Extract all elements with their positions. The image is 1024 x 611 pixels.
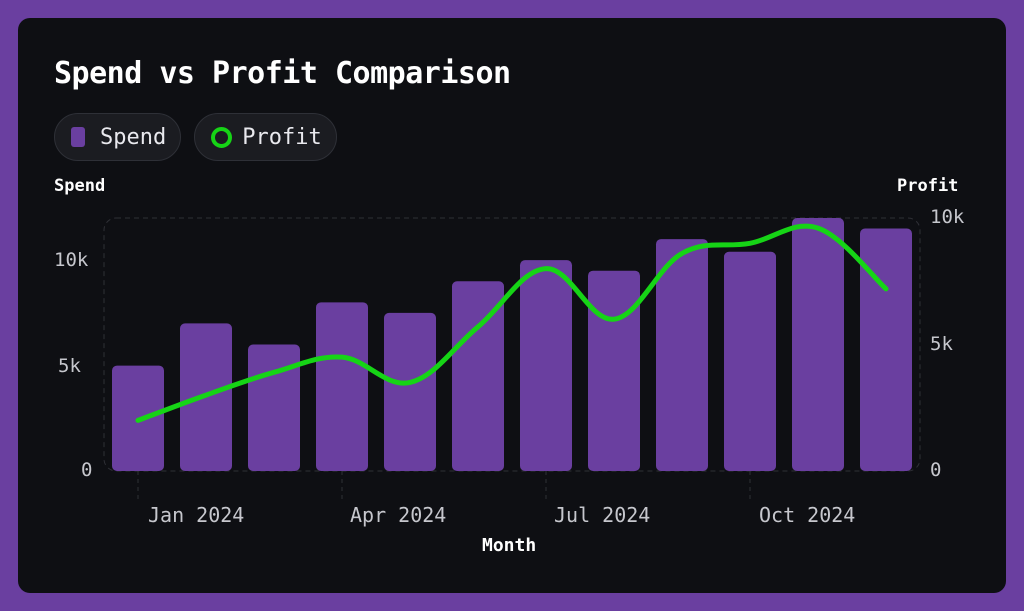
spend-bar[interactable] <box>520 260 572 471</box>
left-tick-0: 0 <box>81 459 93 481</box>
x-tick-jan: Jan 2024 <box>148 503 245 527</box>
spend-bar[interactable] <box>452 281 504 471</box>
spend-swatch-icon <box>71 127 85 147</box>
spend-bar[interactable] <box>248 344 300 472</box>
spend-bars <box>112 218 912 471</box>
spend-bar[interactable] <box>724 251 776 471</box>
x-tick-oct: Oct 2024 <box>759 503 856 527</box>
legend-item-profit[interactable]: Profit <box>194 113 337 161</box>
left-tick-10k: 10k <box>54 249 89 271</box>
x-tick-marks <box>137 471 751 499</box>
left-axis-title: Spend <box>54 176 106 196</box>
x-tick-apr: Apr 2024 <box>350 503 447 527</box>
x-tick-jul: Jul 2024 <box>554 503 651 527</box>
chart-title: Spend vs Profit Comparison <box>54 56 511 91</box>
right-tick-5k: 5k <box>930 333 953 355</box>
spend-bar[interactable] <box>860 228 912 471</box>
profit-ring-icon <box>211 126 233 148</box>
spend-bar[interactable] <box>588 270 640 471</box>
right-tick-0: 0 <box>930 459 942 481</box>
profit-line <box>135 223 889 423</box>
legend-item-spend[interactable]: Spend <box>54 113 182 161</box>
left-tick-5k: 5k <box>58 355 81 377</box>
legend-label-profit: Profit <box>242 124 322 150</box>
right-tick-10k: 10k <box>930 206 965 228</box>
spend-bar[interactable] <box>316 302 368 471</box>
legend-label-spend: Spend <box>100 124 167 150</box>
legend: Spend Profit <box>54 113 337 161</box>
x-axis-title: Month <box>482 535 537 556</box>
right-axis-title: Profit <box>897 176 959 196</box>
plot-frame <box>103 217 921 472</box>
spend-bar[interactable] <box>792 218 844 471</box>
spend-bar[interactable] <box>384 312 436 471</box>
spend-bar[interactable] <box>656 239 708 471</box>
